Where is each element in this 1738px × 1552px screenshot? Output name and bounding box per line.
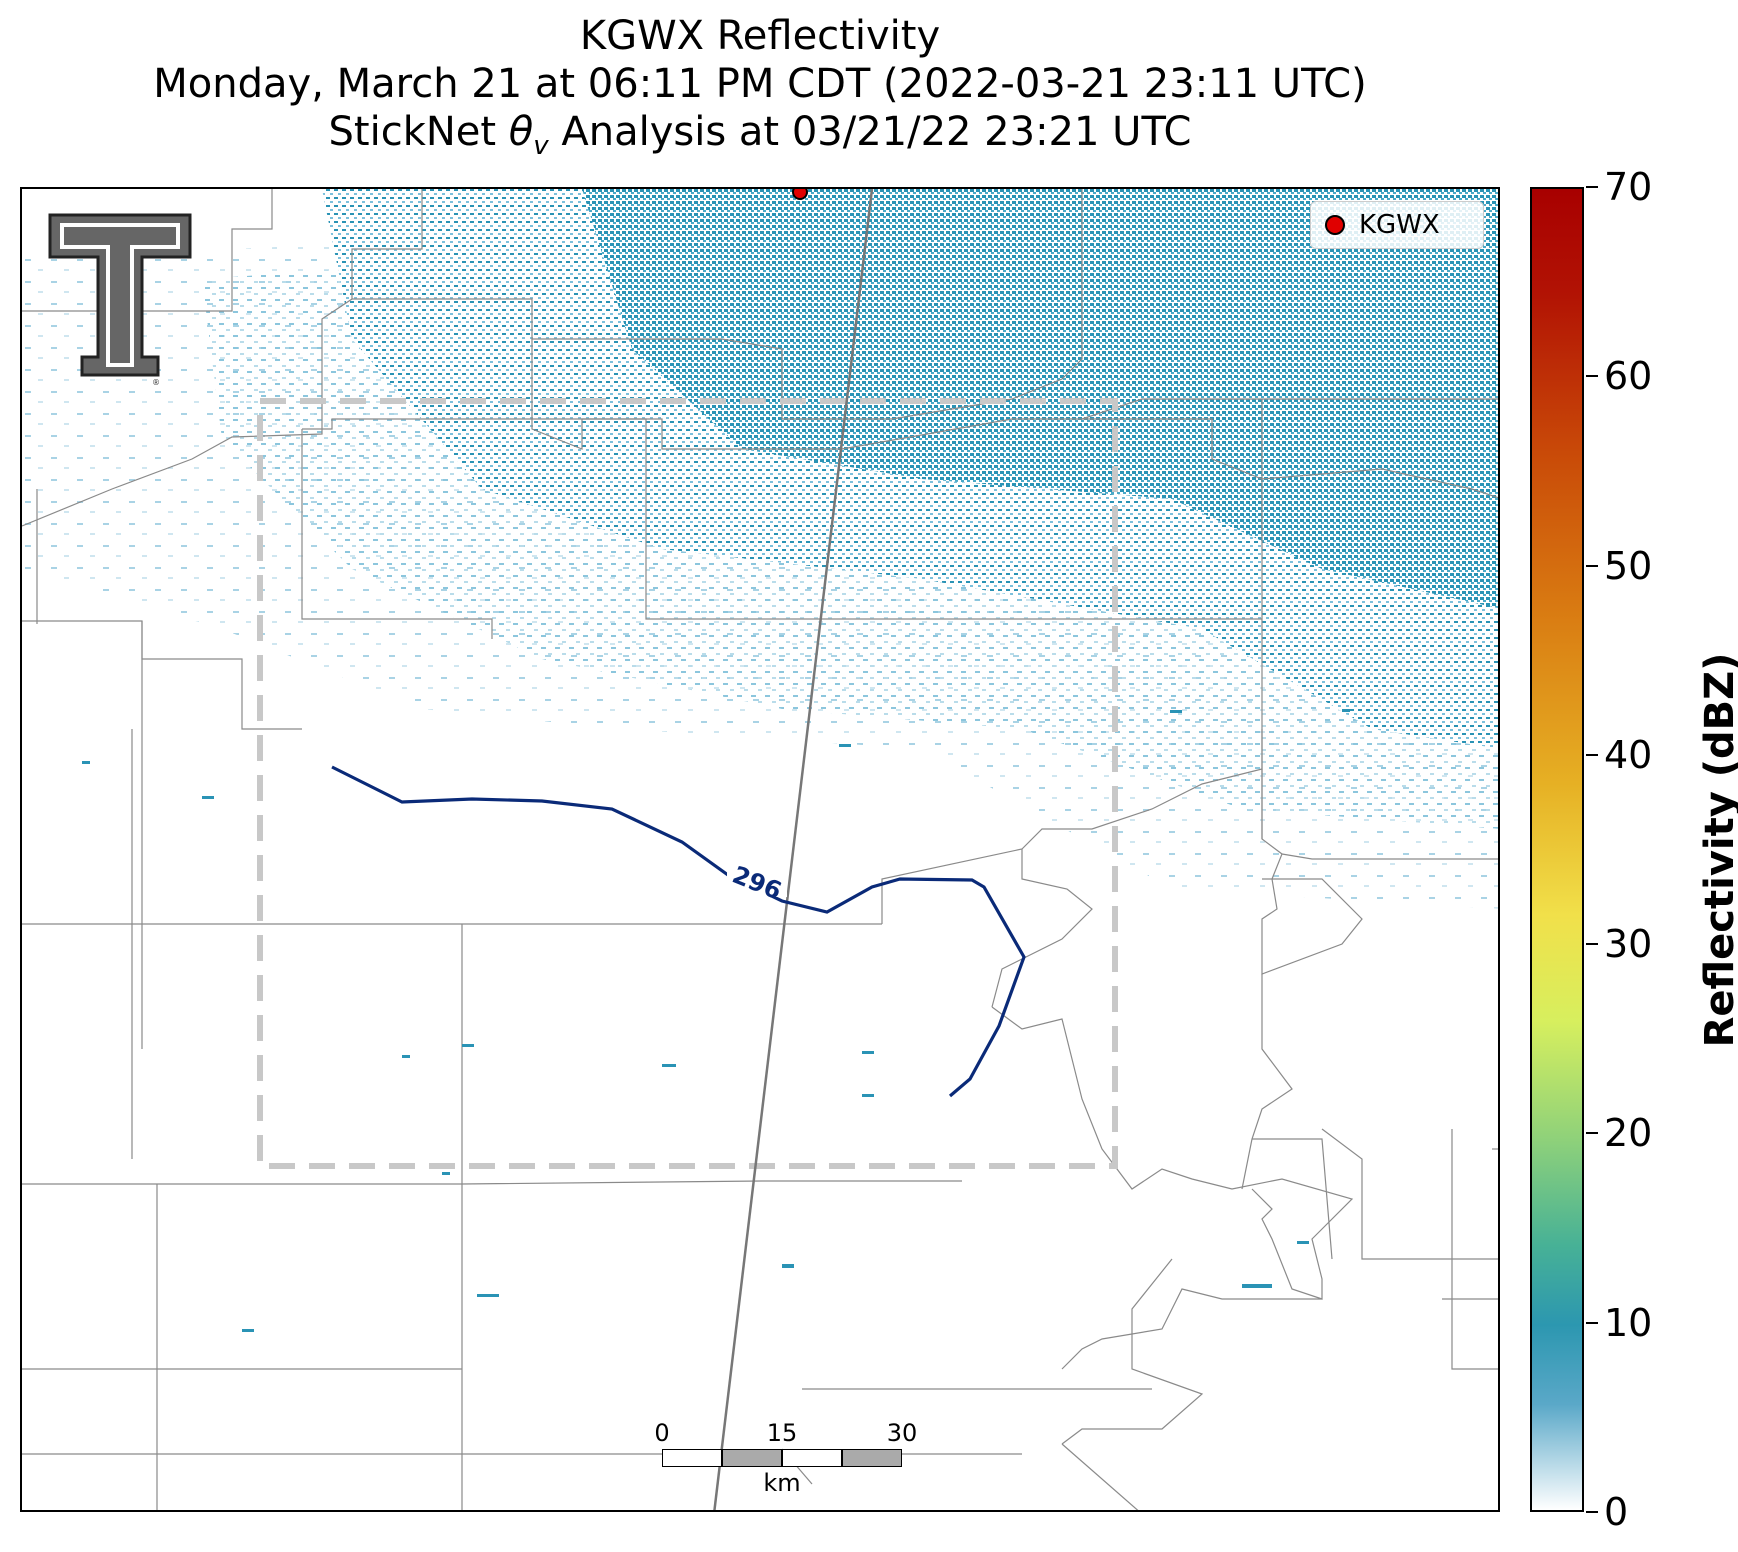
legend-label: KGWX bbox=[1359, 210, 1440, 240]
title-line-3: StickNet θv Analysis at 03/21/22 23:21 U… bbox=[0, 108, 1520, 170]
colorbar-tick-mark bbox=[1586, 753, 1598, 756]
radar-site-marker bbox=[792, 189, 808, 200]
contour-label: 296 bbox=[729, 861, 786, 906]
title-line-3-suffix: Analysis at 03/21/22 23:21 UTC bbox=[548, 109, 1192, 155]
scale-unit: km bbox=[763, 1469, 801, 1497]
isolated-echoes bbox=[82, 709, 1350, 1332]
colorbar-tick-mark bbox=[1586, 943, 1598, 946]
colorbar-tick-mark bbox=[1586, 1321, 1598, 1324]
scale-tick-0: 0 bbox=[654, 1419, 670, 1447]
county-boundaries bbox=[22, 189, 1498, 1510]
colorbar-tick-mark bbox=[1586, 375, 1598, 378]
texas-tech-logo-icon: ® bbox=[40, 207, 200, 387]
scale-segment-2 bbox=[722, 1449, 782, 1467]
theta-subscript: v bbox=[533, 131, 549, 161]
scale-bar: 0 15 30 km bbox=[642, 1419, 917, 1497]
scale-tick-30: 30 bbox=[886, 1419, 918, 1447]
colorbar-tick-mark bbox=[1586, 186, 1598, 188]
svg-text:®: ® bbox=[152, 378, 160, 387]
scale-tick-15: 15 bbox=[766, 1419, 798, 1447]
colorbar-label: Reflectivity (dBZ) bbox=[1697, 652, 1738, 1048]
colorbar-tick-mark bbox=[1586, 564, 1598, 567]
colorbar-tick-label: 40 bbox=[1604, 732, 1653, 777]
scale-segment-1 bbox=[662, 1449, 722, 1467]
figure-title: KGWX Reflectivity Monday, March 21 at 06… bbox=[0, 12, 1520, 170]
theta-v-contour-296 bbox=[331, 765, 1026, 1098]
colorbar-tick-label: 70 bbox=[1604, 165, 1653, 209]
colorbar-tick-mark bbox=[1586, 1132, 1598, 1135]
title-line-1: KGWX Reflectivity bbox=[579, 13, 941, 59]
legend-marker-icon bbox=[1325, 215, 1345, 235]
colorbar-tick-label: 20 bbox=[1604, 1111, 1653, 1156]
colorbar-tick-label: 10 bbox=[1604, 1300, 1653, 1345]
colorbar-tick-label: 30 bbox=[1604, 922, 1653, 967]
scale-segment-3 bbox=[782, 1449, 842, 1467]
title-line-2: Monday, March 21 at 06:11 PM CDT (2022-0… bbox=[153, 61, 1367, 107]
legend: KGWX bbox=[1310, 201, 1484, 249]
colorbar-tick-label: 0 bbox=[1604, 1490, 1629, 1534]
analysis-domain-box bbox=[257, 398, 1118, 1169]
scale-segment-4 bbox=[842, 1449, 902, 1467]
colorbar-tick-label: 50 bbox=[1604, 543, 1653, 588]
colorbar bbox=[1530, 187, 1584, 1512]
map-svg: 296 bbox=[22, 189, 1498, 1510]
title-line-3-prefix: StickNet bbox=[328, 109, 509, 155]
radial-line bbox=[713, 189, 874, 1510]
contour-label-bg bbox=[727, 869, 787, 897]
theta-symbol: θ bbox=[508, 109, 534, 155]
colorbar-tick-mark bbox=[1586, 1511, 1598, 1513]
colorbar-tick-label: 60 bbox=[1604, 354, 1653, 399]
map-panel: 296 ® KGWX 0 15 30 bbox=[20, 187, 1500, 1512]
